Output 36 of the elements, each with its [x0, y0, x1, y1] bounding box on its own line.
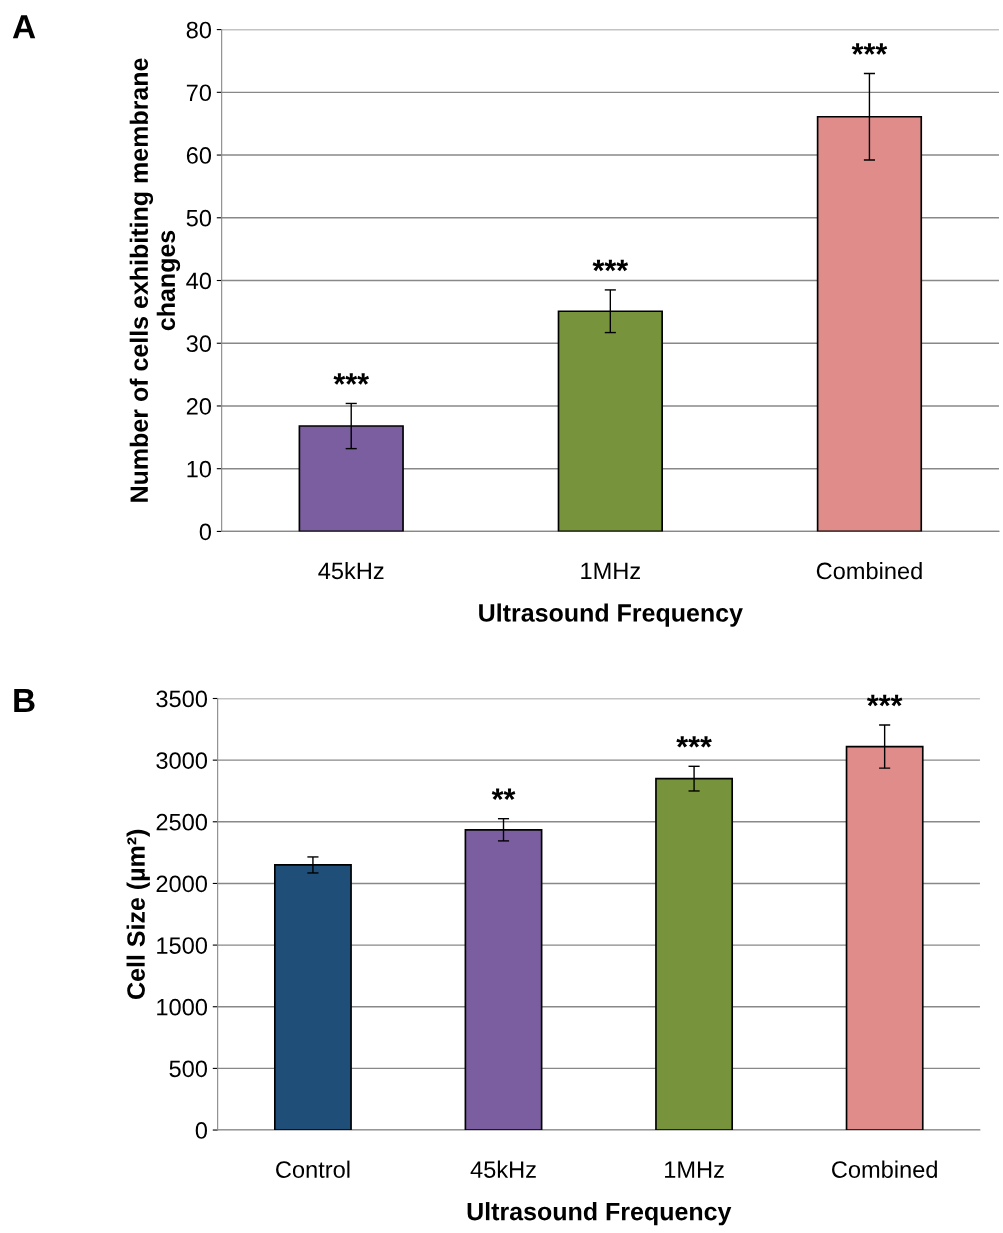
y-axis-title: Cell Size (µm²) [126, 829, 150, 999]
y-tick-label: 10 [187, 460, 212, 478]
y-tick-label: 30 [186, 335, 212, 353]
annotation: *** [676, 736, 712, 748]
y-tick-label: 20 [186, 398, 212, 415]
x-tick-label: Combined [816, 561, 922, 580]
y-tick-label: 3500 [156, 690, 208, 708]
x-tick-label: 1MHz [665, 1161, 724, 1178]
y-tick-label: 70 [186, 84, 212, 102]
x-tick-label: 1MHz [581, 562, 640, 580]
y-tick-label: 1000 [157, 998, 208, 1016]
y-tick-label: 60 [186, 147, 212, 164]
annotation: ** [491, 788, 516, 800]
y-tick-label: 0 [195, 1122, 208, 1139]
y-tick-label: 500 [169, 1060, 208, 1078]
y-tick-label: 2500 [156, 813, 208, 831]
x-axis-title: Ultrasound Frequency [467, 1202, 732, 1226]
text: A [12, 15, 36, 39]
x-tick-label: 45kHz [470, 1160, 536, 1178]
x-axis-title: Ultrasound Frequency [479, 603, 743, 627]
y-tick-label: 2000 [156, 875, 208, 893]
y-tick-label: 3000 [156, 752, 208, 769]
y-tick-label: 1500 [157, 937, 208, 954]
x-tick-label: 45kHz [318, 561, 384, 580]
annotation: *** [866, 694, 903, 707]
y-axis-title: Number of cells exhibiting membrane changes [129, 58, 181, 502]
annotation: *** [333, 373, 370, 385]
y-tick-label: 0 [199, 523, 212, 541]
y-tick-label: 80 [186, 21, 212, 39]
annotation: *** [851, 43, 888, 55]
annotation: *** [592, 259, 629, 272]
y-tick-label: 40 [186, 272, 212, 290]
x-tick-label: Combined [832, 1160, 937, 1178]
text: B [14, 689, 35, 713]
y-tick-label: 50 [186, 209, 212, 227]
x-tick-label: Control [276, 1160, 350, 1178]
